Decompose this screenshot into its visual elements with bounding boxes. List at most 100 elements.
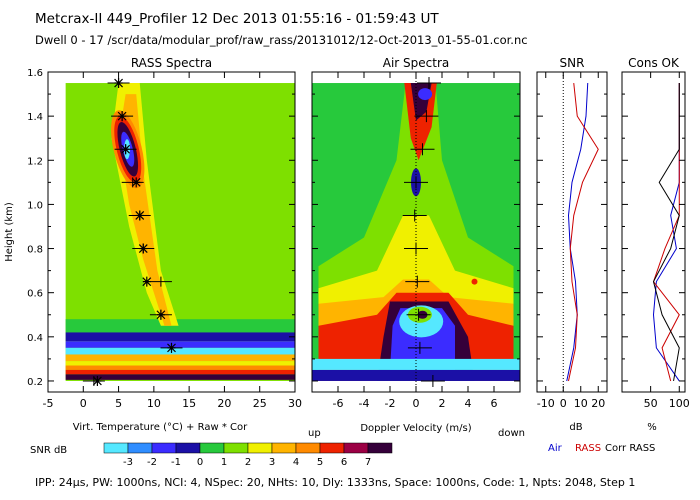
cons-x-label: % [647, 422, 657, 433]
peak-marker [414, 110, 439, 123]
colorbar-swatch [247, 442, 273, 454]
x-tick-label: 50 [644, 397, 658, 410]
air-region [404, 83, 437, 161]
peak-marker [406, 308, 431, 321]
peak-marker [417, 77, 441, 90]
rass-x-label: Virt. Temperature (°C) + Raw * Cor [73, 422, 248, 433]
x-tick-label: -2 [385, 397, 396, 410]
colorbar-swatch [103, 442, 129, 454]
heatmap-band [65, 319, 296, 333]
x-tick-label: 2 [439, 397, 446, 410]
snr-rass-line [568, 82, 599, 382]
colorbar-swatch [127, 442, 153, 454]
y-axis-label: Height (km) [4, 202, 15, 262]
colorbar-tick-label: 1 [221, 457, 227, 468]
x-tick-label: 20 [591, 397, 605, 410]
colorbar-swatch [151, 442, 177, 454]
peak-marker [407, 341, 432, 354]
legend-air: Air [548, 443, 563, 454]
snr-air-line [566, 83, 589, 382]
cor-marker [156, 309, 166, 320]
rass-heatmap [65, 83, 296, 381]
y-tick-label: 0.6 [27, 289, 43, 300]
legend-rass: RASS [575, 443, 601, 454]
cor-marker [138, 243, 148, 254]
air-x-label: Doppler Velocity (m/s) [360, 423, 471, 434]
x-tick-label: -5 [43, 397, 54, 410]
heatmap-band [65, 347, 296, 355]
y-tick-label: 1.2 [27, 156, 43, 167]
panel-title: RASS Spectra [131, 56, 212, 70]
x-tick-label: 15 [182, 397, 196, 410]
panel-frame [536, 71, 608, 393]
colorbar-label: SNR dB [30, 445, 67, 456]
colorbar-swatch [271, 442, 297, 454]
x-tick-label: 30 [288, 397, 302, 410]
colorbar-tick-label: -2 [147, 457, 157, 468]
panel-frame [47, 71, 296, 393]
colorbar-tick-label: 3 [269, 457, 275, 468]
y-tick-label: 0.4 [27, 333, 43, 344]
air-region [418, 88, 433, 101]
cor-marker [121, 144, 131, 155]
x-tick-label: 100 [669, 397, 690, 410]
peak-marker [410, 143, 435, 156]
panel-title: SNR [560, 56, 585, 70]
colorbar-swatch [223, 442, 249, 454]
x-tick-label: 0 [413, 397, 420, 410]
colorbar-swatch [319, 442, 345, 454]
heatmap-band [65, 374, 296, 380]
colorbar-tick-label: 6 [341, 457, 347, 468]
x-tick-label: 10 [147, 397, 161, 410]
panel-title: Air Spectra [383, 56, 450, 70]
peak-marker [405, 275, 430, 288]
cor-marker [131, 177, 141, 188]
x-tick-label: 0 [80, 397, 87, 410]
air-region [312, 358, 520, 370]
colorbar-swatch [199, 442, 225, 454]
cor-marker [92, 375, 102, 386]
peak-marker [420, 374, 445, 387]
y-tick-label: 1.0 [27, 200, 43, 211]
y-tick-label: 1.4 [27, 112, 43, 123]
heatmap-band [65, 341, 296, 348]
air-x-label-left: up [308, 428, 321, 439]
colorbar-tick-label: 5 [317, 457, 323, 468]
cor-marker [117, 111, 127, 122]
x-tick-label: 4 [465, 397, 472, 410]
x-tick-label: 10 [574, 397, 588, 410]
snr-x-label: dB [569, 422, 582, 433]
cor-marker [167, 342, 176, 353]
colorbar-tick-label: 7 [365, 457, 371, 468]
colorbar-tick-label: 4 [293, 457, 299, 468]
colorbar-swatch [295, 442, 321, 454]
heatmap-band [65, 332, 296, 342]
air-x-label-right: down [498, 428, 525, 439]
colorbar-tick-label: 0 [197, 457, 203, 468]
peak-marker [404, 176, 428, 189]
raw-marker [149, 276, 172, 287]
colorbar-tick-label: -3 [123, 457, 133, 468]
heatmap-band [65, 354, 296, 362]
y-tick-label: 0.8 [27, 245, 43, 256]
colorbar-tick-label: 2 [245, 457, 251, 468]
colorbar-swatch [367, 442, 393, 454]
x-tick-label: 25 [253, 397, 267, 410]
x-tick-label: 6 [491, 397, 498, 410]
y-tick-label: 0.2 [27, 377, 43, 388]
air-region [471, 278, 478, 285]
y-tick-label: 1.6 [27, 68, 43, 79]
peak-marker [402, 209, 427, 222]
x-tick-label: 0 [560, 397, 567, 410]
panel-frame [621, 71, 686, 393]
cor-marker [142, 276, 152, 287]
colorbar-swatch [175, 442, 201, 454]
cor-marker [135, 210, 145, 221]
peak-marker [404, 242, 428, 255]
panel-title: Cons OK [628, 56, 680, 70]
header-dwell: Dwell 0 - 17 /scr/data/modular_prof/raw_… [35, 33, 528, 47]
heatmap-band [65, 365, 296, 370]
x-tick-label: -4 [359, 397, 370, 410]
colorbar-tick-label: -1 [171, 457, 181, 468]
